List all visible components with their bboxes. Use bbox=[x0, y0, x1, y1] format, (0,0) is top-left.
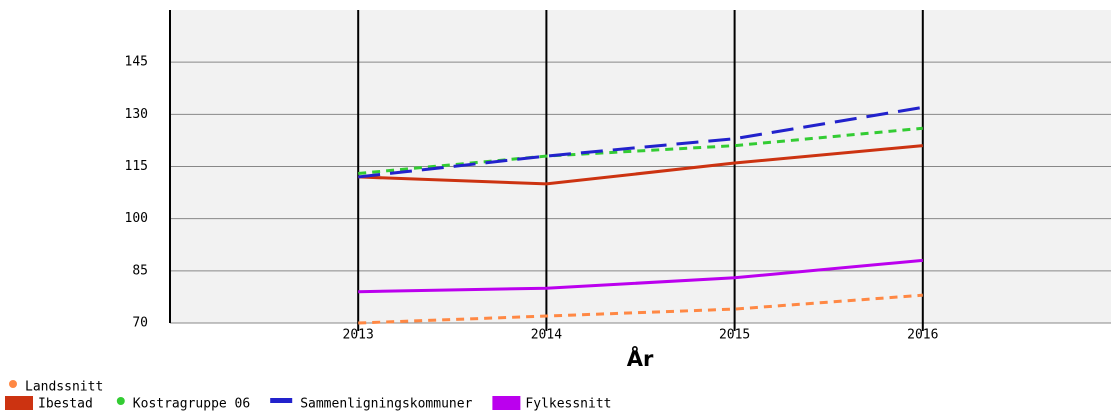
legend-label: Fylkessnitt bbox=[525, 397, 611, 412]
series-line bbox=[358, 126, 923, 175]
x-tick-label: 2013 bbox=[343, 328, 374, 343]
y-tick-label: 100 bbox=[125, 211, 148, 226]
x-tick-label: 2016 bbox=[907, 328, 938, 343]
series-line bbox=[358, 258, 923, 294]
x-tick-label: 2014 bbox=[531, 328, 562, 343]
y-tick-label: 145 bbox=[125, 55, 148, 70]
legend-marker bbox=[492, 396, 521, 410]
y-tick-label: 70 bbox=[132, 316, 148, 331]
legend-marker bbox=[270, 398, 293, 403]
legend-label: Sammenligningskommuner bbox=[300, 397, 472, 412]
legend-marker bbox=[9, 380, 17, 388]
x-axis-title: År bbox=[627, 346, 654, 371]
legend-label: Ibestad bbox=[38, 397, 93, 412]
y-tick-label: 115 bbox=[125, 159, 148, 174]
legend-marker bbox=[5, 396, 33, 410]
y-tick-label: 85 bbox=[132, 263, 148, 278]
legend-label: Landssnitt bbox=[25, 380, 103, 395]
series-line bbox=[358, 293, 923, 325]
series-line bbox=[358, 144, 923, 186]
y-tick-label: 130 bbox=[125, 107, 148, 122]
legend-marker bbox=[116, 397, 125, 405]
x-tick-label: 2015 bbox=[719, 328, 750, 343]
legend-label: Kostragruppe 06 bbox=[133, 397, 250, 412]
